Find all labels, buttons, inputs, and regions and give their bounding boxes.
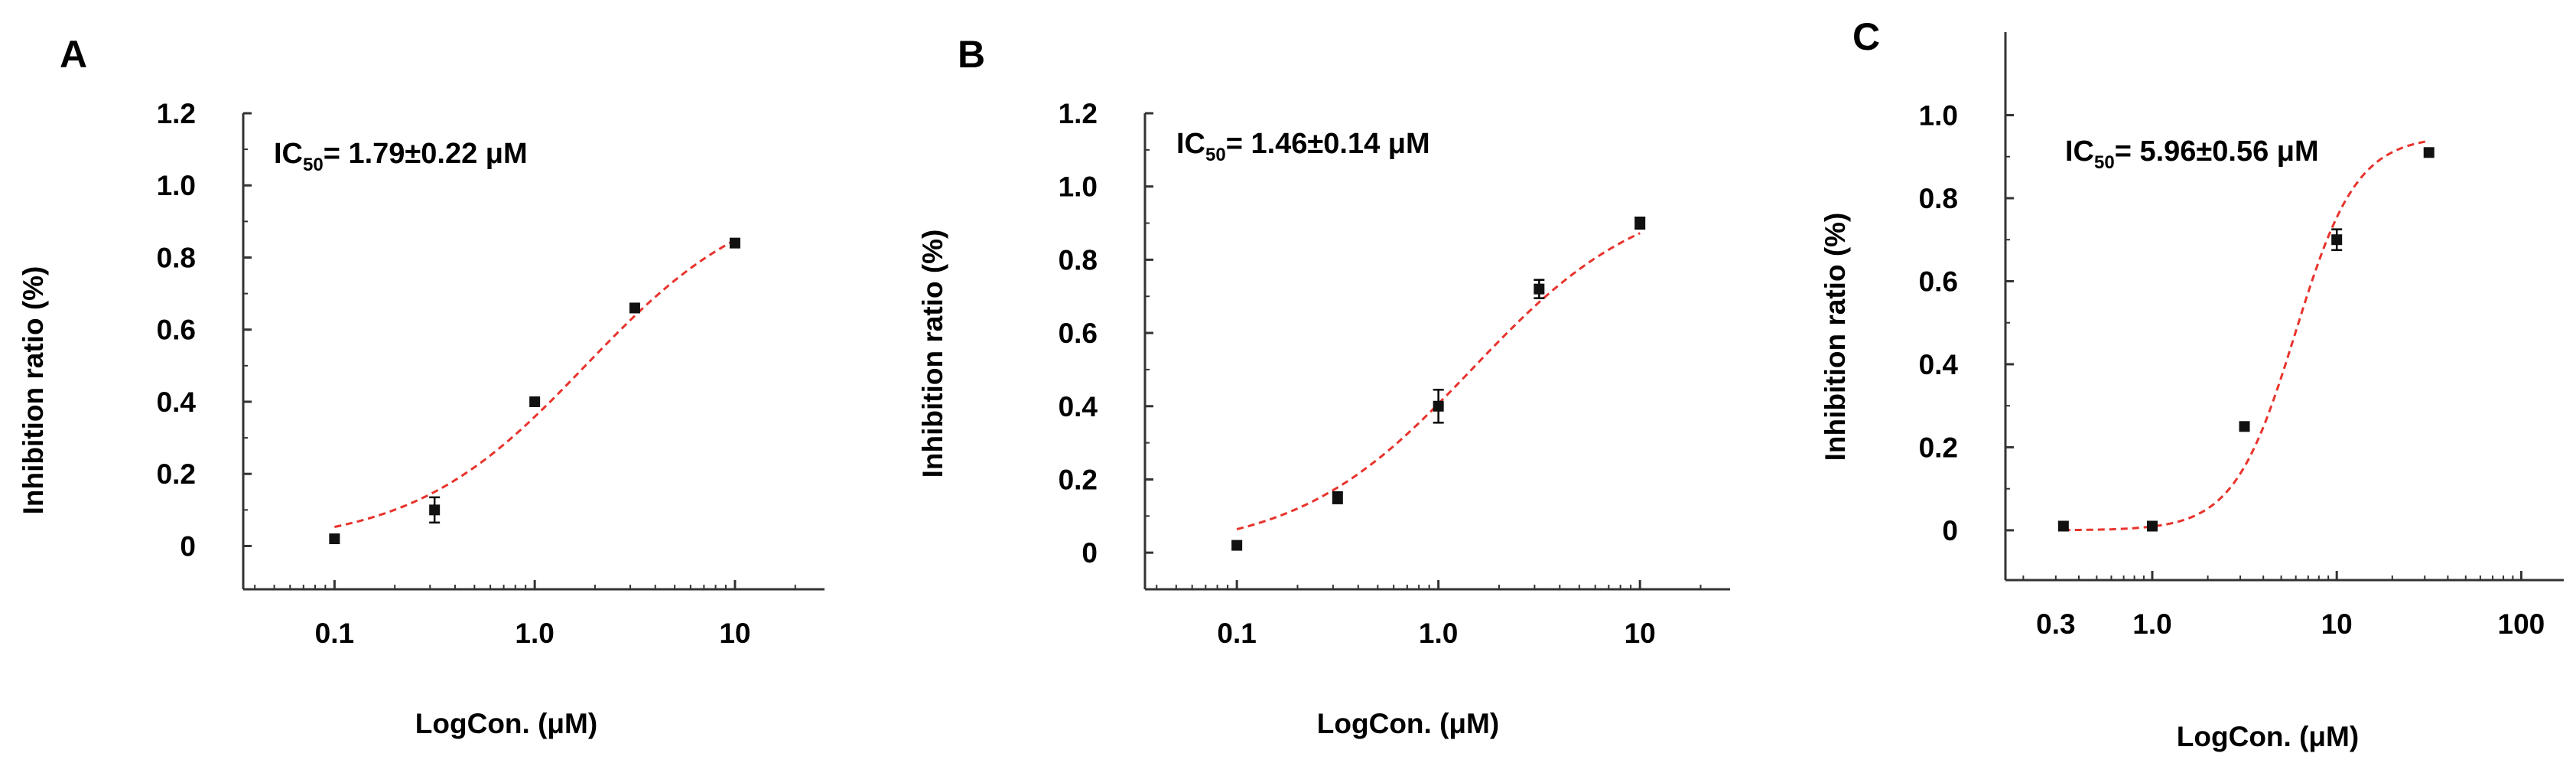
data-point bbox=[529, 396, 541, 407]
ic50-subscript: 50 bbox=[2094, 152, 2115, 173]
data-point bbox=[1231, 540, 1243, 551]
fit-curve bbox=[334, 239, 736, 528]
data-points bbox=[1231, 217, 1646, 551]
x-tick-label: 1.0 bbox=[515, 618, 554, 649]
fit-curve bbox=[2063, 139, 2429, 532]
x-tick-label: 1.0 bbox=[2132, 608, 2171, 640]
x-axis-title: LogCon. (μM) bbox=[2177, 721, 2359, 752]
y-tick-label: 0 bbox=[1081, 537, 1098, 569]
y-tick-label: 0.8 bbox=[157, 242, 196, 273]
ic50-prefix: IC bbox=[274, 138, 303, 170]
data-point bbox=[2239, 421, 2250, 432]
axes bbox=[2004, 32, 2564, 582]
data-point bbox=[2146, 520, 2158, 532]
x-axis-title: LogCon. (μM) bbox=[1317, 708, 1499, 739]
y-ticks: 0 0.2 0.4 0.6 0.8 1.0 bbox=[1919, 99, 2014, 546]
data-point bbox=[329, 533, 340, 545]
y-tick-label: 1.0 bbox=[1919, 99, 1958, 131]
y-tick-label: 0.6 bbox=[157, 315, 196, 346]
y-tick-label: 0.8 bbox=[1059, 244, 1098, 276]
panel-a: A IC50= 1.79±0.22 μM Inhibition ratio (%… bbox=[18, 33, 825, 739]
x-tick-label: 0.1 bbox=[1217, 618, 1256, 649]
panel-letter: C bbox=[1852, 15, 1880, 58]
axes bbox=[1143, 113, 1730, 591]
y-axis-title: Inhibition ratio (%) bbox=[917, 230, 948, 478]
x-tick-label: 100 bbox=[2498, 608, 2545, 640]
panel-letter: B bbox=[958, 33, 985, 76]
ic50-value: = 1.79±0.22 μM bbox=[324, 138, 528, 170]
ic50-annotation: IC50= 1.46±0.14 μM bbox=[1176, 128, 1430, 165]
x-tick-label: 1.0 bbox=[1419, 618, 1458, 649]
data-point bbox=[1534, 283, 1545, 295]
axes bbox=[242, 113, 825, 591]
x-ticks: 0.1 1.0 10 bbox=[254, 580, 796, 649]
x-tick-label: 0.3 bbox=[2036, 608, 2075, 640]
y-tick-label: 0.8 bbox=[1919, 183, 1958, 214]
y-tick-label: 0.2 bbox=[1919, 432, 1958, 463]
y-axis-title: Inhibition ratio (%) bbox=[18, 266, 49, 515]
y-tick-label: 0.6 bbox=[1059, 318, 1098, 349]
y-ticks: 0 0.2 0.4 0.6 0.8 1.0 1.2 bbox=[157, 98, 252, 562]
y-tick-label: 1.0 bbox=[157, 170, 196, 201]
y-tick-label: 0.4 bbox=[1059, 391, 1098, 422]
y-tick-label: 0.4 bbox=[1919, 349, 1959, 380]
fit-curve bbox=[1236, 232, 1641, 530]
data-point bbox=[629, 302, 640, 314]
panel-letter: A bbox=[60, 33, 87, 76]
y-tick-label: 0.6 bbox=[1919, 266, 1958, 297]
x-tick-label: 10 bbox=[2321, 608, 2353, 640]
y-tick-label: 0 bbox=[1942, 515, 1958, 546]
fit-curve-group bbox=[1236, 232, 1641, 530]
panel-c: C IC50= 5.96±0.56 μM Inhibition ratio (%… bbox=[1820, 15, 2564, 752]
y-tick-label: 0.4 bbox=[157, 386, 197, 418]
data-point bbox=[2057, 520, 2069, 532]
data-point bbox=[2423, 147, 2435, 158]
ic50-prefix: IC bbox=[2065, 135, 2094, 168]
y-tick-label: 1.2 bbox=[157, 98, 196, 129]
data-point bbox=[429, 504, 441, 516]
data-point bbox=[1634, 217, 1646, 229]
x-ticks: 0.1 1.0 10 bbox=[1156, 580, 1702, 649]
data-point bbox=[729, 237, 740, 249]
x-tick-label: 10 bbox=[719, 618, 750, 649]
x-tick-label: 10 bbox=[1625, 618, 1656, 649]
data-points bbox=[329, 237, 740, 545]
x-ticks: 0.3 1.0 10 100 bbox=[2022, 571, 2545, 640]
ic50-annotation: IC50= 1.79±0.22 μM bbox=[274, 138, 528, 175]
y-ticks: 0 0.2 0.4 0.6 0.8 1.0 1.2 bbox=[1059, 98, 1153, 569]
y-tick-label: 0.2 bbox=[1059, 464, 1098, 495]
y-axis-title: Inhibition ratio (%) bbox=[1820, 213, 1851, 461]
fit-curve-group bbox=[2063, 139, 2429, 532]
ic50-subscript: 50 bbox=[1205, 145, 1226, 165]
panel-b: B IC50= 1.46±0.14 μM Inhibition ratio (%… bbox=[917, 33, 1730, 739]
data-point bbox=[2331, 234, 2343, 246]
fit-curve-group bbox=[334, 239, 736, 528]
y-tick-label: 1.0 bbox=[1059, 171, 1098, 203]
x-axis-title: LogCon. (μM) bbox=[415, 708, 597, 739]
data-points bbox=[2057, 147, 2435, 532]
ic50-prefix: IC bbox=[1176, 128, 1205, 160]
ic50-annotation: IC50= 5.96±0.56 μM bbox=[2065, 135, 2319, 173]
ic50-subscript: 50 bbox=[303, 155, 324, 175]
data-point bbox=[1332, 492, 1343, 504]
y-tick-label: 1.2 bbox=[1059, 98, 1098, 129]
y-tick-label: 0.2 bbox=[157, 458, 196, 490]
ic50-value: = 1.46±0.14 μM bbox=[1226, 128, 1430, 160]
ic50-value: = 5.96±0.56 μM bbox=[2115, 135, 2319, 168]
y-tick-label: 0 bbox=[180, 530, 196, 562]
data-point bbox=[1433, 400, 1444, 412]
x-tick-label: 0.1 bbox=[315, 618, 354, 649]
